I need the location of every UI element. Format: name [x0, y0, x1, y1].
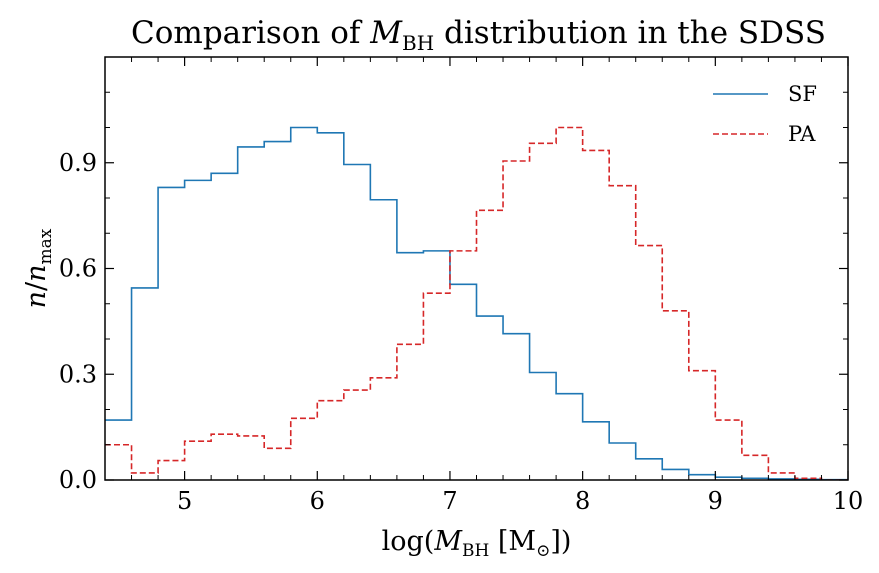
x-axis-label: log(MBH [M⊙])	[382, 526, 572, 561]
plot-frame	[104, 56, 849, 481]
series-pa-histogram	[105, 126, 848, 480]
y-tick-label: 0.6	[59, 255, 97, 283]
legend-label-pa: PA	[788, 122, 816, 146]
y-tick-label: 0.0	[59, 466, 97, 494]
x-tick-label: 10	[833, 487, 864, 515]
x-tick-label: 8	[575, 487, 590, 515]
y-tick-label: 0.9	[59, 149, 97, 177]
legend-label-sf: SF	[788, 82, 817, 106]
chart-title-text: Comparison of MBH distribution in the SD…	[131, 15, 826, 55]
y-tick-label: 0.3	[59, 360, 97, 388]
series-sf-histogram	[105, 126, 848, 480]
chart-title: Comparison of MBH distribution in the SD…	[131, 15, 826, 55]
x-tick-label: 7	[442, 487, 457, 515]
y-axis-label-text: n/nmax	[21, 228, 56, 308]
x-tick-label: 6	[310, 487, 325, 515]
ticks-layer: 5 6 7 8 9 10 0.0 0.3 0.6 0.9	[59, 57, 863, 515]
x-axis-label-text: log(MBH [M⊙])	[382, 526, 572, 561]
series-layer	[105, 126, 848, 480]
x-tick-label: 9	[708, 487, 723, 515]
y-axis-label: n/nmax	[21, 228, 56, 308]
legend: SF PA	[713, 82, 817, 146]
x-tick-label: 5	[177, 487, 192, 515]
